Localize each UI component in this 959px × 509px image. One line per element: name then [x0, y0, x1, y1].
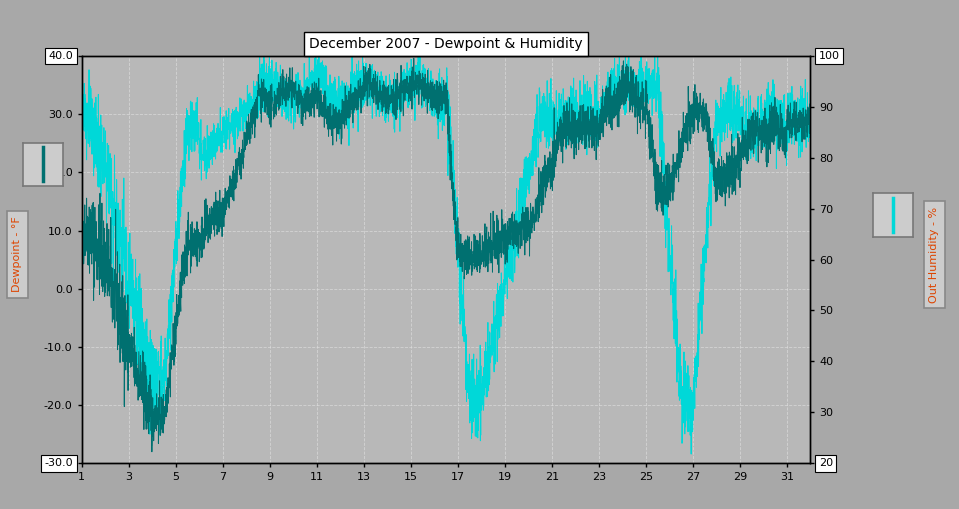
Text: 100: 100 [819, 51, 840, 61]
Text: 40.0: 40.0 [49, 51, 73, 61]
Title: December 2007 - Dewpoint & Humidity: December 2007 - Dewpoint & Humidity [309, 37, 583, 51]
Text: -30.0: -30.0 [44, 458, 73, 468]
Text: 20: 20 [819, 458, 832, 468]
Text: Dewpoint - °F: Dewpoint - °F [12, 217, 22, 292]
Text: Out Humidity - %: Out Humidity - % [929, 207, 939, 302]
